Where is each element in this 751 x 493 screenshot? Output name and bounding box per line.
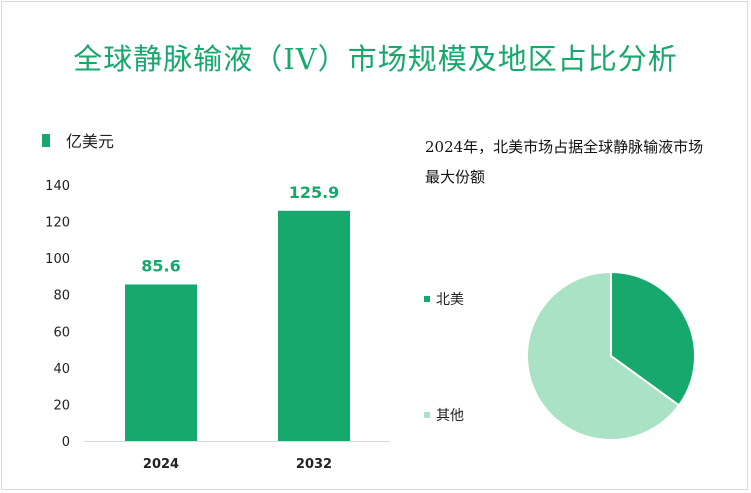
x-tick-label-2024: 2024 bbox=[143, 457, 179, 472]
unit-label: 亿美元 bbox=[66, 132, 115, 151]
unit-legend: 亿美元 bbox=[42, 128, 114, 152]
legend-item-north-america: 北美 bbox=[424, 289, 464, 309]
legend-swatch-other bbox=[424, 412, 430, 418]
y-tick-label: 20 bbox=[53, 398, 70, 413]
legend-swatch-north-america bbox=[424, 296, 430, 302]
y-tick-label: 140 bbox=[45, 179, 70, 194]
legend-label-other: 其他 bbox=[436, 408, 464, 424]
y-tick-label: 100 bbox=[45, 252, 70, 267]
page-title: 全球静脉输液（IV）市场规模及地区占比分析 bbox=[73, 42, 678, 76]
legend-item-other: 其他 bbox=[424, 405, 464, 425]
pie-chart-title: 2024年，北美市场占据全球静脉输液市场最大份额 bbox=[425, 138, 704, 186]
y-tick-label: 80 bbox=[53, 289, 70, 304]
bar-2024 bbox=[125, 284, 197, 441]
y-tick-label: 60 bbox=[53, 325, 70, 340]
y-tick-label: 120 bbox=[45, 216, 70, 231]
y-tick-label: 0 bbox=[62, 435, 70, 450]
pie-slice-north-america bbox=[610, 270, 696, 407]
pie-slice-other bbox=[526, 270, 681, 441]
y-tick-label: 40 bbox=[53, 362, 70, 377]
data-label-2032: 125.9 bbox=[289, 183, 340, 202]
legend-label-north-america: 北美 bbox=[436, 292, 464, 308]
unit-swatch bbox=[42, 133, 50, 147]
data-label-2024: 85.6 bbox=[141, 256, 180, 275]
x-tick-label-2032: 2032 bbox=[296, 457, 332, 472]
bar-2032 bbox=[278, 210, 350, 441]
